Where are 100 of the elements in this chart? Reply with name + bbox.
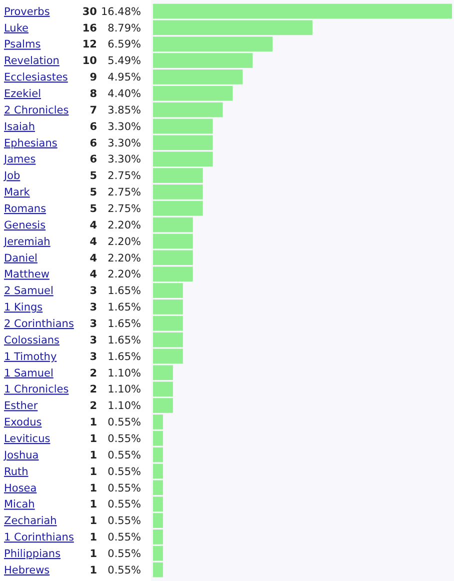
y-tick-label: Colossians	[4, 334, 60, 346]
y-tick-label: Hosea	[4, 482, 37, 494]
text: 2.20%	[108, 252, 142, 264]
y-tick-label: Exodus	[4, 416, 42, 429]
data-label: 4	[90, 268, 97, 281]
y-tick-label: Ruth	[4, 466, 28, 478]
text: 2.20%	[108, 236, 142, 248]
y-tick-label: Leviticus	[4, 433, 50, 446]
y-tick-label: Ezekiel	[4, 88, 41, 100]
y-tick-label: Mark	[4, 186, 31, 199]
y-tick-label: Micah	[4, 498, 35, 511]
y-tick-label: Esther	[4, 400, 38, 412]
text: 3.30%	[108, 137, 142, 150]
data-label: 5	[90, 186, 97, 199]
text: 1.10%	[108, 367, 142, 380]
data-label: 10	[82, 55, 97, 68]
text: 1.10%	[108, 400, 142, 412]
data-label: 4	[90, 252, 97, 264]
text: 0.55%	[108, 548, 142, 560]
y-tick-label: Hebrews	[4, 564, 50, 576]
y-tick-label: Isaiah	[4, 120, 36, 133]
data-label: 1	[90, 466, 97, 478]
data-label: 3	[90, 302, 97, 314]
text: 2.75%	[108, 186, 142, 199]
text: 2.20%	[108, 219, 142, 232]
text: 3.30%	[108, 154, 142, 166]
y-tick-label: Job	[3, 170, 21, 182]
text: 1.65%	[108, 350, 142, 363]
data-label: 1	[90, 564, 97, 576]
text: 1.10%	[108, 384, 142, 396]
y-tick-label: Psalms	[4, 38, 41, 51]
data-label: 4	[90, 236, 97, 248]
y-tick-label: 1 Samuel	[4, 367, 54, 380]
data-label: 2	[90, 384, 97, 396]
y-tick-label: Revelation	[4, 55, 60, 68]
data-label: 1	[90, 482, 97, 494]
text: 4.95%	[108, 72, 142, 84]
y-tick-label: Philippians	[4, 548, 61, 560]
data-label: 12	[82, 38, 97, 51]
data-label: 16	[82, 22, 97, 34]
text: 1.65%	[108, 302, 142, 314]
data-label: 1	[90, 416, 97, 429]
y-tick-label: Romans	[4, 203, 46, 216]
data-label: 7	[90, 104, 97, 116]
text: 3.85%	[108, 104, 142, 116]
text: 2.20%	[108, 268, 142, 281]
data-label: 6	[90, 120, 97, 133]
y-tick-label: 1 Corinthians	[4, 532, 74, 544]
y-tick-label: Jeremiah	[3, 236, 50, 248]
text: 1.65%	[108, 285, 142, 298]
data-label: 2	[90, 400, 97, 412]
text: 6.59%	[108, 38, 142, 51]
text: 1.65%	[108, 334, 142, 346]
text: 0.55%	[108, 433, 142, 446]
data-label: 5	[90, 170, 97, 182]
y-tick-label: James	[3, 154, 36, 166]
text: 0.55%	[108, 482, 142, 494]
data-label: 5	[90, 203, 97, 216]
text: 8.79%	[108, 22, 142, 34]
y-tick-label: Genesis	[4, 219, 46, 232]
text: 2.75%	[108, 170, 142, 182]
y-tick-label: 1 Timothy	[4, 350, 57, 363]
data-label: 3	[90, 318, 97, 330]
text: 3.30%	[108, 120, 142, 133]
data-label: 6	[90, 137, 97, 150]
y-tick-label: 1 Chronicles	[4, 384, 69, 396]
data-label: 1	[90, 548, 97, 560]
text: 0.55%	[108, 515, 142, 528]
y-tick-label: Ecclesiastes	[4, 72, 68, 84]
data-label: 4	[90, 219, 97, 232]
text: 0.55%	[108, 466, 142, 478]
y-tick-label: Luke	[4, 22, 28, 34]
text: 4.40%	[108, 88, 142, 100]
y-tick-label: Matthew	[4, 268, 50, 281]
data-label: 9	[90, 72, 97, 84]
text: 0.55%	[108, 416, 142, 429]
data-label: 30	[82, 6, 97, 18]
text: 5.49%	[108, 55, 142, 68]
y-tick-label: 1 Kings	[4, 302, 43, 314]
y-tick-label: Daniel	[4, 252, 38, 264]
data-label: 3	[90, 350, 97, 363]
text: 0.55%	[108, 564, 142, 576]
data-label: 3	[90, 285, 97, 298]
data-label: 1	[90, 515, 97, 528]
data-label: 6	[90, 154, 97, 166]
data-label: 3	[90, 334, 97, 346]
data-label: 2	[90, 367, 97, 380]
text: 0.55%	[108, 449, 142, 462]
y-tick-label: 2 Corinthians	[4, 318, 74, 330]
y-tick-label: Proverbs	[4, 6, 50, 18]
y-tick-label: 2 Samuel	[4, 285, 54, 298]
text: 1.65%	[108, 318, 142, 330]
data-label: 8	[90, 88, 97, 100]
text: 0.55%	[108, 498, 142, 511]
text: 16.48%	[100, 6, 142, 18]
data-label: 1	[90, 433, 97, 446]
y-tick-label: Zechariah	[4, 515, 57, 528]
text: 0.55%	[108, 532, 142, 544]
data-label: 1	[90, 498, 97, 511]
y-tick-label: Joshua	[3, 449, 39, 462]
